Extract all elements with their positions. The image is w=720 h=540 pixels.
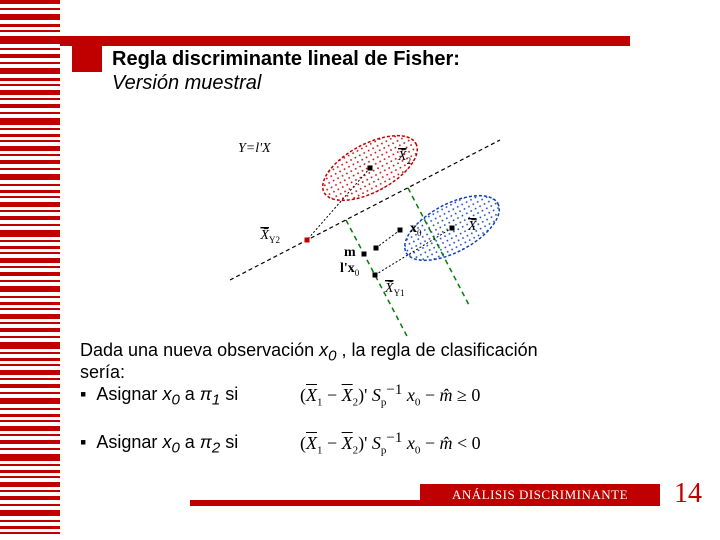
page-number: 14 bbox=[674, 478, 702, 510]
title-square bbox=[72, 42, 102, 72]
body-line1: Dada una nueva observación x0 , la regla… bbox=[80, 340, 538, 365]
footer-label: ANÁLISIS DISCRIMINANTE bbox=[420, 484, 660, 506]
top-bar bbox=[60, 36, 630, 46]
formula-1: (X1 − X2)' Sp−1 x0 − m̂ ≥ 0 bbox=[300, 382, 480, 409]
svg-text:X̄Y2: X̄Y2 bbox=[259, 228, 280, 245]
body-line2: sería: bbox=[80, 362, 125, 383]
bullet-2: ▪ Asignar x0 a π2 si bbox=[80, 432, 238, 457]
formula-2: (X1 − X2)' Sp−1 x0 − m̂ < 0 bbox=[300, 430, 481, 457]
svg-text:X̄: X̄ bbox=[467, 219, 477, 234]
fisher-diagram: Y=l'XX̄Y2X̄Y1X̄2X̄x0ml'x0 bbox=[220, 120, 520, 320]
svg-text:X̄Y1: X̄Y1 bbox=[384, 281, 405, 298]
bullet-1: ▪ Asignar x0 a π1 si bbox=[80, 384, 238, 409]
slide-subtitle: Versión muestral bbox=[112, 72, 261, 95]
left-barcode bbox=[0, 0, 60, 540]
svg-text:Y=l'X: Y=l'X bbox=[238, 141, 271, 156]
svg-text:m: m bbox=[344, 245, 356, 260]
slide-title: Regla discriminante lineal de Fisher: bbox=[112, 48, 460, 71]
svg-text:l'x0: l'x0 bbox=[340, 261, 360, 278]
